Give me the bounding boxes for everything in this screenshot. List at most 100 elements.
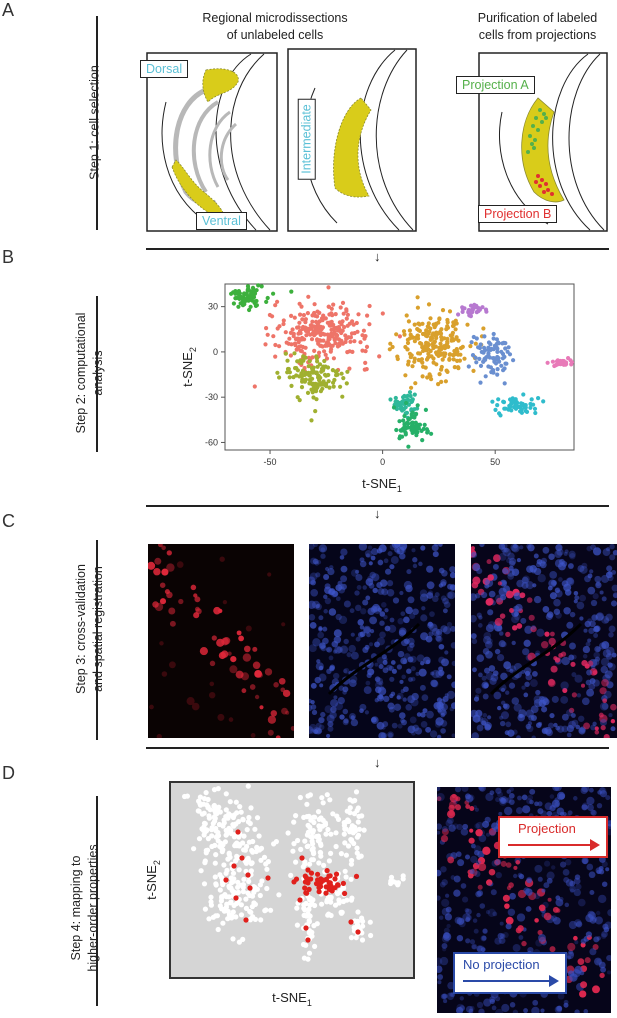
data-point: [337, 320, 342, 325]
cell: [480, 947, 486, 952]
data-point: [288, 353, 293, 358]
cell: [550, 865, 556, 870]
data-point: [277, 375, 282, 380]
cell: [569, 880, 576, 887]
cell: [364, 710, 370, 715]
cell: [367, 545, 373, 550]
cell: [161, 671, 168, 677]
data-point: [340, 394, 345, 399]
data-point: [367, 322, 372, 327]
cell: [401, 545, 407, 552]
cell: [577, 898, 586, 907]
highlight-point: [247, 885, 253, 891]
data-point: [420, 374, 425, 379]
cell: [535, 650, 541, 656]
data-point: [377, 354, 382, 359]
data-point: [268, 907, 274, 913]
data-point: [451, 353, 456, 358]
highlight-point: [308, 876, 314, 882]
cell: [478, 615, 483, 620]
cell: [455, 796, 461, 802]
data-point: [319, 369, 324, 374]
data-point: [489, 346, 494, 351]
data-point: [314, 356, 319, 361]
cell: [440, 709, 447, 716]
cell: [222, 637, 231, 645]
cell: [465, 908, 472, 915]
cell: [533, 595, 542, 604]
cell: [608, 625, 616, 633]
cell: [159, 598, 167, 605]
data-point: [477, 345, 482, 351]
cell: [285, 710, 290, 715]
cell: [425, 726, 432, 733]
data-point: [318, 338, 323, 343]
cell: [538, 933, 546, 942]
data-point: [297, 329, 303, 334]
y-axis-label: t-SNE2: [180, 347, 198, 387]
cell: [563, 876, 570, 883]
cell: [612, 592, 617, 599]
cell: [327, 725, 334, 732]
cell: [408, 677, 413, 682]
cell: [486, 559, 492, 565]
cell: [549, 571, 558, 579]
data-point: [212, 874, 218, 880]
cell: [309, 572, 318, 581]
data-point: [454, 335, 459, 340]
cell: [537, 929, 543, 936]
cell: [544, 802, 553, 811]
data-point: [283, 330, 288, 335]
cell: [437, 957, 443, 966]
cell: [584, 575, 591, 583]
data-point: [343, 852, 349, 858]
cell: [530, 625, 537, 633]
data-point: [291, 841, 297, 847]
data-point: [191, 846, 197, 852]
cell: [549, 946, 556, 953]
highlight-point: [308, 870, 315, 876]
cell: [309, 726, 314, 735]
cell: [309, 614, 316, 621]
data-point: [395, 356, 400, 362]
step-3-line2: and spatial registration: [91, 566, 105, 692]
cell: [319, 683, 324, 688]
cell: [453, 889, 461, 897]
cell: [338, 615, 348, 625]
cell: [530, 705, 539, 714]
cell: [470, 855, 478, 864]
data-point: [248, 909, 254, 915]
data-point: [298, 348, 303, 353]
cell: [569, 553, 576, 560]
data-point: [281, 321, 286, 327]
data-point: [273, 342, 278, 348]
cell: [264, 668, 273, 676]
cell: [398, 629, 406, 637]
cell: [436, 635, 443, 643]
cell: [322, 626, 328, 632]
cell: [486, 638, 493, 645]
step-3-label: Step 3: cross-validation and spatial reg…: [73, 544, 107, 714]
data-point: [223, 807, 229, 813]
data-point: [361, 328, 366, 333]
micrograph-merged: [471, 544, 617, 738]
data-point: [452, 365, 457, 370]
cell: [362, 625, 372, 634]
cell: [485, 832, 491, 837]
data-point: [353, 789, 360, 795]
cell: [369, 571, 376, 579]
cell: [498, 587, 507, 596]
cell: [482, 928, 488, 934]
cell: [561, 713, 569, 721]
data-point: [306, 906, 312, 912]
data-point: [309, 337, 315, 342]
data-point: [300, 368, 306, 373]
data-point: [338, 384, 343, 389]
cell: [498, 640, 506, 648]
data-point: [212, 815, 218, 821]
cell: [499, 720, 506, 727]
cell: [250, 732, 256, 738]
cell: [365, 553, 370, 558]
data-point: [307, 824, 313, 830]
cell: [487, 908, 496, 917]
